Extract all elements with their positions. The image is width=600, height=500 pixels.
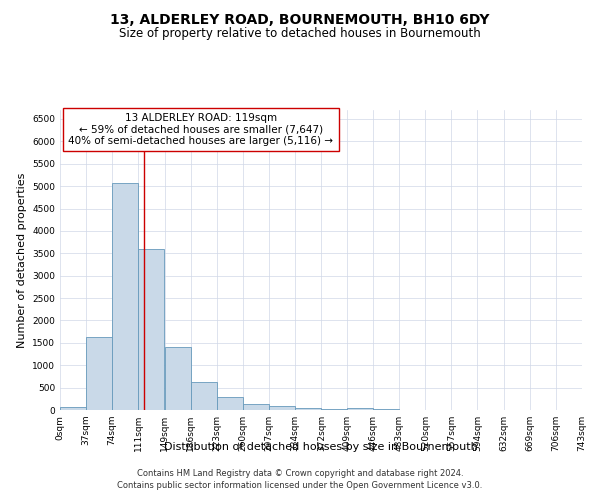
- Bar: [86, 337, 112, 410]
- Bar: [347, 408, 373, 410]
- Bar: [112, 183, 138, 410]
- Text: 13, ALDERLEY ROAD, BOURNEMOUTH, BH10 6DY: 13, ALDERLEY ROAD, BOURNEMOUTH, BH10 6DY: [110, 12, 490, 26]
- Bar: [217, 396, 242, 410]
- Bar: [138, 249, 164, 410]
- Text: Contains public sector information licensed under the Open Government Licence v3: Contains public sector information licen…: [118, 481, 482, 490]
- Bar: [269, 406, 295, 410]
- Bar: [242, 404, 269, 410]
- Text: 13 ALDERLEY ROAD: 119sqm
← 59% of detached houses are smaller (7,647)
40% of sem: 13 ALDERLEY ROAD: 119sqm ← 59% of detach…: [68, 113, 334, 146]
- Bar: [191, 382, 217, 410]
- Text: Contains HM Land Registry data © Crown copyright and database right 2024.: Contains HM Land Registry data © Crown c…: [137, 468, 463, 477]
- Bar: [295, 408, 320, 410]
- Bar: [60, 406, 86, 410]
- Bar: [322, 408, 347, 410]
- Bar: [373, 409, 400, 410]
- Text: Distribution of detached houses by size in Bournemouth: Distribution of detached houses by size …: [164, 442, 478, 452]
- Text: Size of property relative to detached houses in Bournemouth: Size of property relative to detached ho…: [119, 28, 481, 40]
- Y-axis label: Number of detached properties: Number of detached properties: [17, 172, 26, 348]
- Bar: [164, 348, 191, 410]
